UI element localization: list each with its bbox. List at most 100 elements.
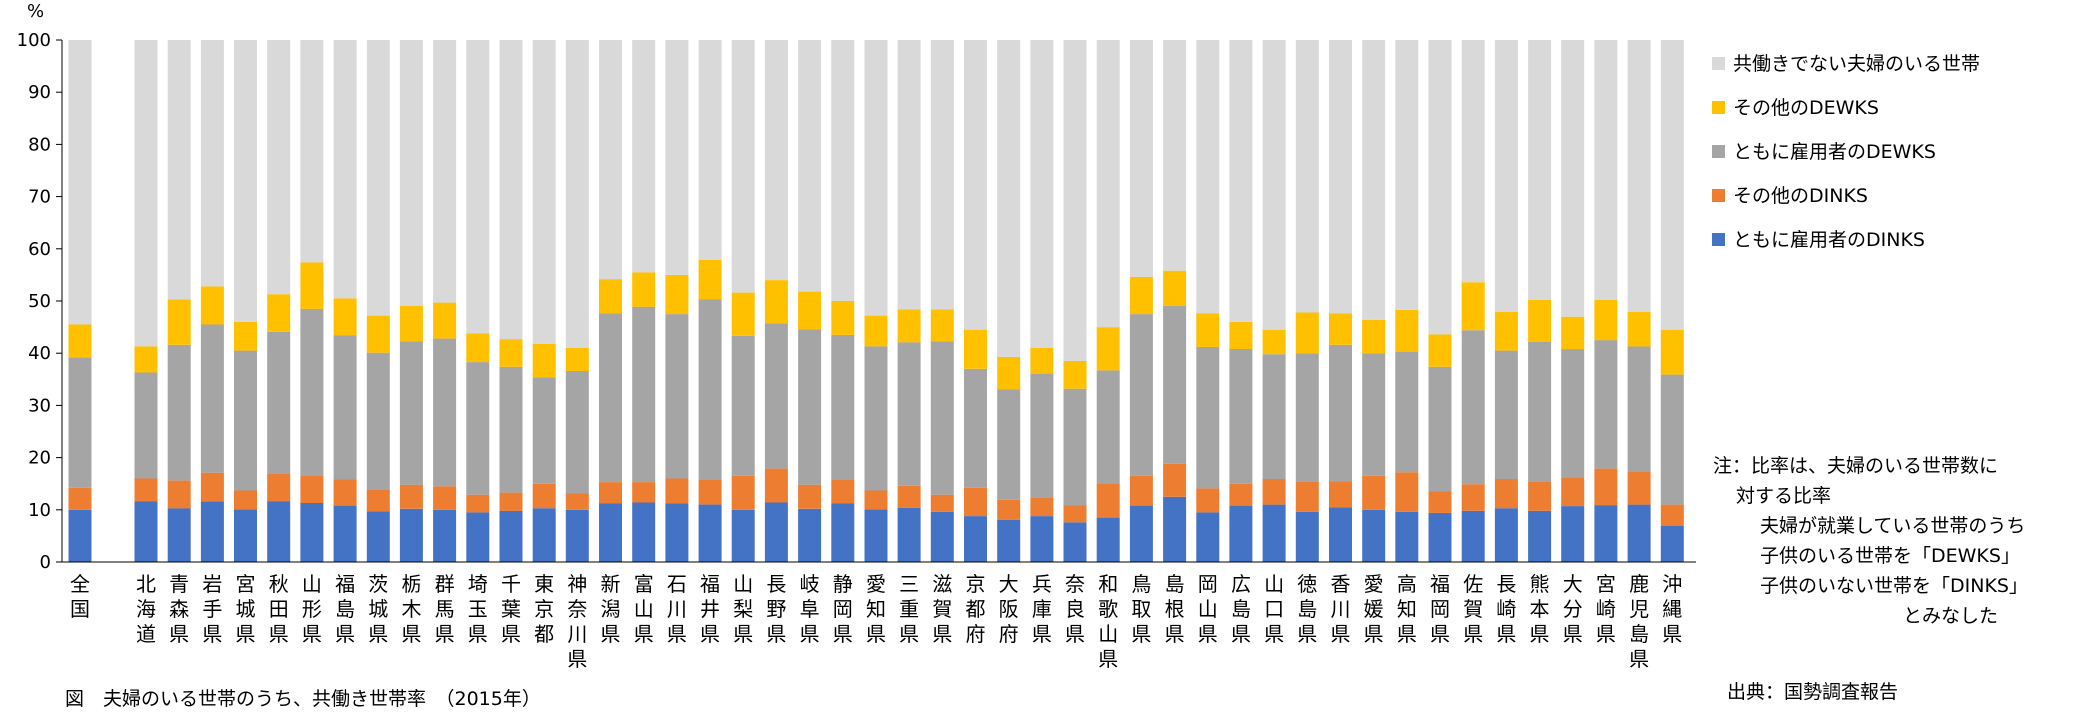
bar-segment-10-4 bbox=[433, 40, 457, 303]
bar-segment-9-0 bbox=[399, 508, 423, 562]
bar-group-27 bbox=[997, 40, 1021, 562]
bar-segment-38-1 bbox=[1362, 475, 1386, 510]
bar-group-31 bbox=[1129, 40, 1153, 562]
bar-segment-5-2 bbox=[267, 331, 291, 474]
note-line-2: 対する比率 bbox=[1736, 485, 1832, 507]
bar-segment-34-2 bbox=[1229, 349, 1253, 484]
x-tick-label: 鹿児島県 bbox=[1629, 572, 1649, 671]
bar-segment-13-0 bbox=[532, 508, 556, 562]
bar-segment-19-1 bbox=[731, 475, 755, 510]
bar-segment-46-3 bbox=[1627, 312, 1651, 347]
x-tick-label: 愛媛県 bbox=[1364, 572, 1384, 646]
bar-segment-38-0 bbox=[1362, 509, 1386, 562]
bar-group-38 bbox=[1362, 40, 1386, 562]
bar-segment-16-2 bbox=[632, 306, 656, 483]
bar-segment-6-1 bbox=[300, 475, 324, 503]
bar-segment-10-2 bbox=[433, 338, 457, 487]
bar-group-12 bbox=[499, 40, 523, 562]
bar-segment-5-1 bbox=[267, 473, 291, 502]
bar-group-0 bbox=[68, 40, 92, 562]
x-tick-label: 京都府 bbox=[966, 572, 986, 646]
bar-segment-33-0 bbox=[1196, 512, 1220, 562]
bar-segment-29-0 bbox=[1063, 522, 1087, 562]
x-tick-label: 青森県 bbox=[169, 572, 189, 646]
bar-segment-22-0 bbox=[831, 503, 855, 562]
bar-segment-39-2 bbox=[1395, 351, 1419, 473]
bar-segment-33-2 bbox=[1196, 346, 1220, 489]
bar-segment-20-0 bbox=[764, 502, 788, 562]
bar-group-17 bbox=[665, 40, 689, 562]
bar-segment-10-3 bbox=[433, 302, 457, 339]
bar-segment-21-2 bbox=[798, 329, 822, 485]
bar-segment-13-4 bbox=[532, 40, 556, 344]
bar-segment-39-4 bbox=[1395, 40, 1419, 310]
bar-segment-40-0 bbox=[1428, 512, 1452, 562]
bar-segment-34-0 bbox=[1229, 505, 1253, 562]
bar-segment-14-4 bbox=[565, 40, 589, 348]
bar-group-13 bbox=[532, 40, 556, 562]
bar-segment-21-3 bbox=[798, 291, 822, 330]
bar-segment-5-4 bbox=[267, 40, 291, 295]
bar-group-9 bbox=[399, 40, 423, 562]
bar-segment-12-0 bbox=[499, 510, 523, 562]
bar-segment-29-4 bbox=[1063, 40, 1087, 361]
x-tick-label: 秋田県 bbox=[269, 572, 289, 646]
bar-segment-38-4 bbox=[1362, 40, 1386, 320]
y-tick-label: 0 bbox=[40, 552, 51, 573]
bar-segment-16-0 bbox=[632, 502, 656, 562]
bar-group-2 bbox=[167, 40, 191, 562]
bar-segment-17-1 bbox=[665, 478, 689, 504]
x-tick-label: 大阪府 bbox=[999, 572, 1019, 646]
bar-segment-7-1 bbox=[333, 479, 357, 506]
bar-segment-36-1 bbox=[1295, 481, 1319, 512]
bar-group-47 bbox=[1660, 40, 1684, 562]
bar-segment-31-2 bbox=[1129, 314, 1153, 476]
bar-segment-13-3 bbox=[532, 343, 556, 378]
bar-segment-11-3 bbox=[466, 333, 490, 363]
bar-segment-40-4 bbox=[1428, 40, 1452, 335]
bar-segment-38-2 bbox=[1362, 353, 1386, 476]
bar-segment-12-4 bbox=[499, 40, 523, 340]
x-tick-label: 山梨県 bbox=[733, 572, 753, 646]
bar-segment-47-3 bbox=[1660, 329, 1684, 375]
note-line-3: 夫婦が就業している世帯のうち bbox=[1760, 515, 2026, 537]
note-line-1: 注：比率は、夫婦のいる世帯数に bbox=[1713, 455, 1999, 477]
bar-segment-0-3 bbox=[68, 324, 92, 358]
bar-segment-45-0 bbox=[1594, 505, 1618, 562]
bar-segment-42-1 bbox=[1494, 479, 1518, 509]
legend-swatch bbox=[1712, 101, 1725, 114]
bar-segment-18-4 bbox=[698, 40, 722, 260]
bar-segment-19-4 bbox=[731, 40, 755, 293]
bar-segment-2-4 bbox=[167, 40, 191, 300]
bar-segment-42-3 bbox=[1494, 312, 1518, 351]
bar-segment-42-4 bbox=[1494, 40, 1518, 312]
bar-segment-15-2 bbox=[599, 313, 622, 483]
bar-segment-22-4 bbox=[831, 40, 855, 301]
bar-segment-1-4 bbox=[134, 40, 158, 347]
bar-segment-37-0 bbox=[1329, 507, 1352, 562]
legend-swatch bbox=[1712, 189, 1725, 202]
bar-segment-20-2 bbox=[764, 323, 788, 469]
bar-segment-16-1 bbox=[632, 482, 656, 503]
bar-segment-23-0 bbox=[864, 509, 888, 562]
bar-segment-44-2 bbox=[1561, 349, 1585, 478]
bar-segment-36-4 bbox=[1295, 40, 1319, 313]
bar-group-11 bbox=[466, 40, 490, 562]
bar-segment-31-3 bbox=[1129, 277, 1153, 315]
bar-group-4 bbox=[234, 40, 257, 562]
bar-segment-23-4 bbox=[864, 40, 888, 316]
bar-segment-26-0 bbox=[964, 516, 987, 562]
bar-segment-2-1 bbox=[167, 480, 191, 509]
bar-segment-26-2 bbox=[964, 368, 987, 488]
bar-segment-1-0 bbox=[134, 501, 158, 562]
bar-segment-25-3 bbox=[930, 309, 954, 342]
bar-segment-24-0 bbox=[897, 507, 921, 562]
bar-group-37 bbox=[1329, 40, 1352, 562]
bar-segment-28-4 bbox=[1030, 40, 1054, 348]
bar-segment-9-1 bbox=[399, 484, 423, 509]
bar-segment-8-3 bbox=[366, 315, 390, 353]
x-tick-label: 千葉県 bbox=[501, 572, 521, 646]
bar-segment-27-4 bbox=[997, 40, 1021, 357]
bar-segment-47-1 bbox=[1660, 504, 1684, 526]
